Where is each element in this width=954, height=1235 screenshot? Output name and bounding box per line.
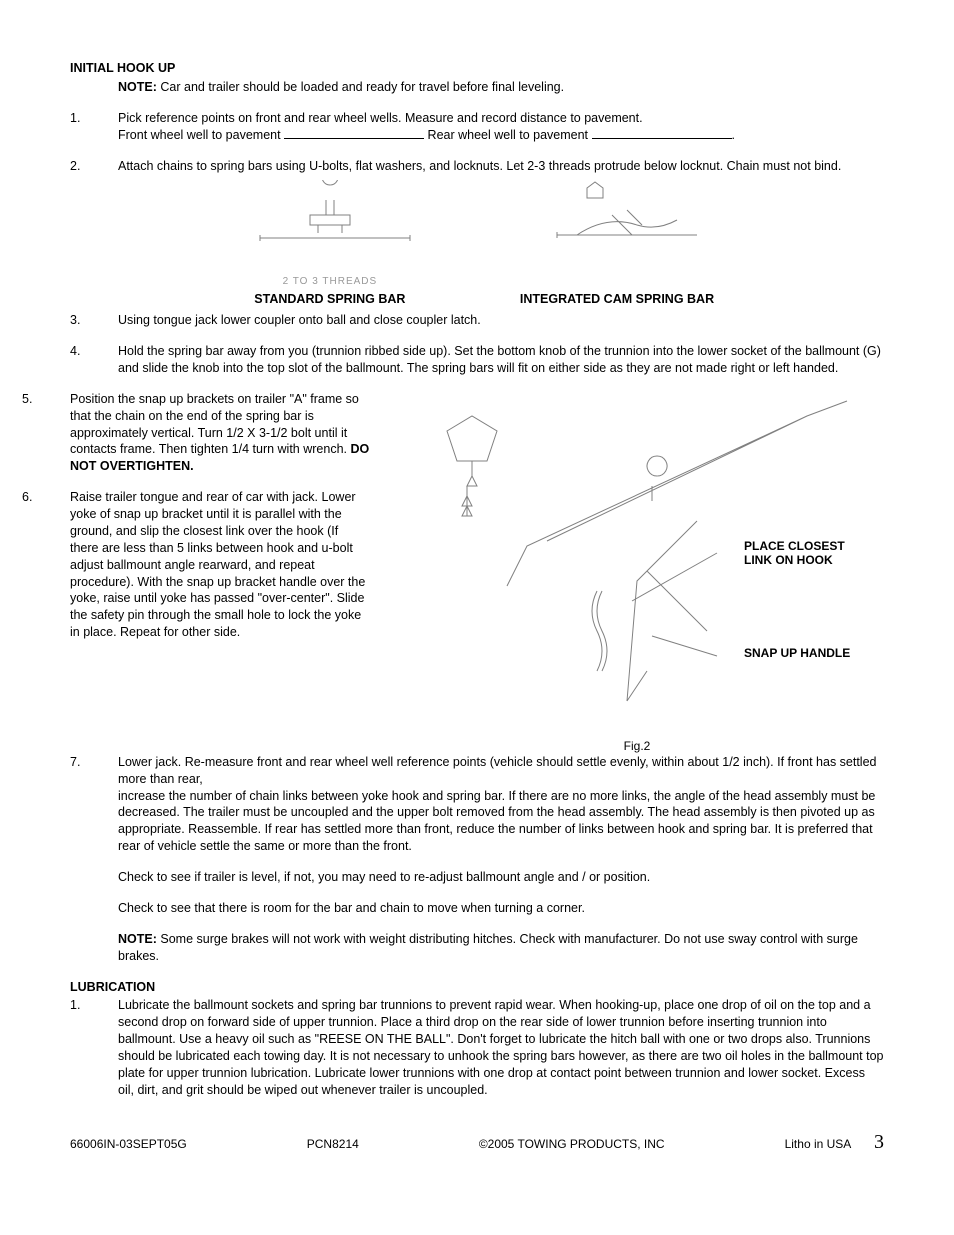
figure-integrated: INTEGRATED CAM SPRING BAR: [520, 180, 714, 308]
note-surge-brakes: NOTE: Some surge brakes will not work wi…: [118, 931, 884, 965]
note-label: NOTE:: [118, 80, 157, 94]
step-num-7: 7.: [70, 754, 118, 788]
footer-copyright: ©2005 TOWING PRODUCTS, INC: [479, 1136, 665, 1152]
threads-note: 2 TO 3 THREADS: [240, 275, 420, 289]
step-num-6: 6.: [22, 489, 70, 641]
step-3-body: Using tongue jack lower coupler onto bal…: [118, 312, 884, 329]
standard-spring-bar-icon: [240, 180, 420, 270]
step-4: 4. Hold the spring bar away from you (tr…: [70, 343, 884, 377]
note-preload-text: Car and trailer should be loaded and rea…: [160, 80, 564, 94]
left-column: 5. Position the snap up brackets on trai…: [70, 391, 370, 655]
page-footer: 66006IN-03SEPT05G PCN8214 ©2005 TOWING P…: [70, 1129, 884, 1156]
step-7-body: Lower jack. Re-measure front and rear wh…: [118, 754, 884, 788]
lubrication-1-body: Lubricate the ballmount sockets and spri…: [118, 997, 884, 1098]
step-7: 7. Lower jack. Re-measure front and rear…: [70, 754, 884, 788]
step-7-check1: Check to see if trailer is level, if not…: [118, 869, 884, 886]
step-1: 1. Pick reference points on front and re…: [70, 110, 884, 144]
figure-2: PLACE CLOSEST LINK ON HOOK SNAP UP HANDL…: [390, 391, 884, 754]
step-1-rear-label: Rear wheel well to pavement: [424, 128, 591, 142]
step-7-check2: Check to see that there is room for the …: [118, 900, 884, 917]
figure-standard: 2 TO 3 THREADS STANDARD SPRING BAR: [240, 180, 420, 308]
heading-lubrication: LUBRICATION: [70, 979, 884, 996]
page-number: 3: [874, 1131, 884, 1153]
two-column-region: 5. Position the snap up brackets on trai…: [70, 391, 884, 754]
note-preload: NOTE: Car and trailer should be loaded a…: [118, 79, 884, 96]
step-1-end: .: [732, 128, 735, 142]
step-num-5: 5.: [22, 391, 70, 475]
figure-integrated-label: INTEGRATED CAM SPRING BAR: [520, 291, 714, 308]
step-7-cont-text: increase the number of chain links betwe…: [118, 788, 884, 856]
note-label-2: NOTE:: [118, 932, 157, 946]
step-1-line1: Pick reference points on front and rear …: [118, 111, 643, 125]
lub-num-1: 1.: [70, 997, 118, 1098]
lubrication-1: 1. Lubricate the ballmount sockets and s…: [70, 997, 884, 1098]
footer-pcn: PCN8214: [307, 1136, 359, 1152]
figure-row: 2 TO 3 THREADS STANDARD SPRING BAR INTEG…: [70, 180, 884, 308]
step-num-4: 4.: [70, 343, 118, 377]
blank-front: [284, 138, 424, 139]
callout-snap-up-handle: SNAP UP HANDLE: [744, 646, 874, 660]
step-7-continuation: increase the number of chain links betwe…: [118, 788, 884, 965]
footer-doc-id: 66006IN-03SEPT05G: [70, 1136, 187, 1152]
blank-rear: [592, 138, 732, 139]
step-1-front-label: Front wheel well to pavement: [118, 128, 284, 142]
step-5: 5. Position the snap up brackets on trai…: [70, 391, 370, 475]
step-6-body: Raise trailer tongue and rear of car wit…: [70, 489, 370, 641]
step-2-body: Attach chains to spring bars using U-bol…: [118, 158, 884, 175]
step-7-lead: Lower jack. Re-measure front and rear wh…: [118, 755, 877, 786]
figure-standard-label: STANDARD SPRING BAR: [240, 291, 420, 308]
step-5-body: Position the snap up brackets on trailer…: [70, 391, 370, 475]
note-surge-text: Some surge brakes will not work with wei…: [118, 932, 858, 963]
heading-initial-hookup: INITIAL HOOK UP: [70, 60, 884, 77]
step-2: 2. Attach chains to spring bars using U-…: [70, 158, 884, 175]
step-num-3: 3.: [70, 312, 118, 329]
footer-right: Litho in USA 3: [785, 1129, 884, 1156]
step-3: 3. Using tongue jack lower coupler onto …: [70, 312, 884, 329]
step-6: 6. Raise trailer tongue and rear of car …: [70, 489, 370, 641]
step-num-1: 1.: [70, 110, 118, 144]
figure-2-caption: Fig.2: [390, 738, 884, 754]
step-1-body: Pick reference points on front and rear …: [118, 110, 884, 144]
step-num-2: 2.: [70, 158, 118, 175]
step-5-text: Position the snap up brackets on trailer…: [70, 392, 359, 457]
footer-litho: Litho in USA: [785, 1137, 851, 1151]
callout-closest-link: PLACE CLOSEST LINK ON HOOK: [744, 539, 874, 568]
integrated-cam-spring-bar-icon: [527, 180, 707, 270]
step-4-body: Hold the spring bar away from you (trunn…: [118, 343, 884, 377]
